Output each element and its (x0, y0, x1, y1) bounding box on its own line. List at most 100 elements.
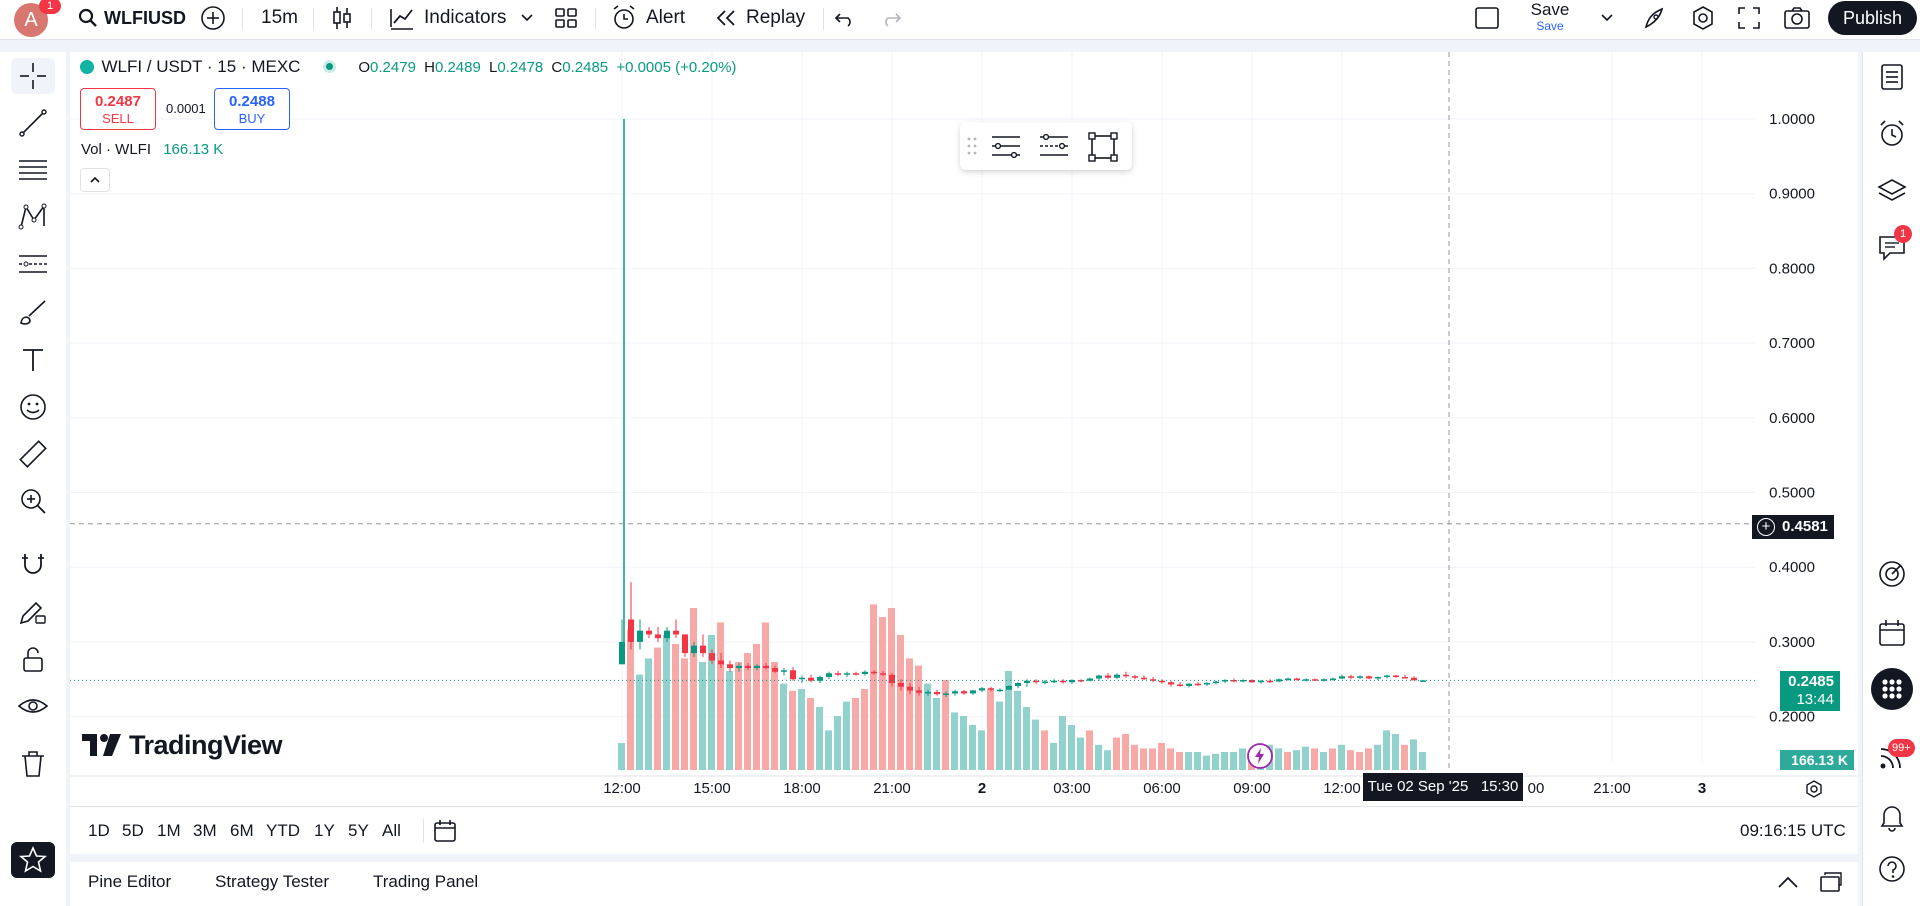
volume-bar (1338, 744, 1345, 770)
volume-legend[interactable]: Vol · WLFI 166.13 K (81, 141, 223, 158)
settings-button[interactable] (1690, 0, 1716, 36)
favorites-tool[interactable] (11, 842, 55, 878)
help-button[interactable] (1871, 848, 1913, 890)
volume-bar (663, 635, 670, 770)
forecast-icon (19, 255, 47, 273)
candle-body (853, 673, 859, 675)
notifications-button[interactable] (1871, 796, 1913, 838)
alerts-panel-button[interactable] (1871, 113, 1913, 155)
candle-body (1186, 683, 1192, 686)
range-1d[interactable]: 1D (88, 821, 110, 840)
collapse-legend-button[interactable] (80, 168, 110, 192)
candle-body (1348, 676, 1354, 678)
calendar-button[interactable] (1871, 612, 1913, 654)
object-tree-button[interactable] (1871, 170, 1913, 212)
candles-icon (333, 7, 351, 29)
drag-handle-icon[interactable] (966, 136, 978, 156)
lock-drawings-edit-tool[interactable] (11, 594, 55, 630)
range-all[interactable]: All (382, 821, 401, 840)
gear-icon (1693, 6, 1713, 30)
volume-bar (951, 712, 958, 770)
rectangle-icon[interactable] (1088, 132, 1118, 162)
tab-trading-panel[interactable]: Trading Panel (373, 872, 479, 891)
range-ytd[interactable]: YTD (266, 821, 300, 840)
save-dropdown[interactable] (1600, 0, 1614, 36)
watchlist-button[interactable] (1871, 56, 1913, 98)
chart-canvas[interactable]: 1.0000 0.9000 0.8000 0.7000 0.6000 0.5000 0.40… (70, 52, 1858, 806)
fullscreen-button[interactable] (1737, 0, 1761, 36)
volume-bar (924, 683, 931, 770)
grid-layout-icon (555, 8, 577, 28)
crosshair-tool[interactable] (11, 58, 55, 94)
candle-body (754, 665, 760, 669)
publish-button[interactable]: Publish (1828, 1, 1917, 35)
axis-settings-icon[interactable] (1804, 779, 1824, 799)
short-position-icon[interactable] (1038, 132, 1070, 160)
event-lightning-icon[interactable] (1246, 742, 1274, 770)
zoom-tool[interactable] (11, 483, 55, 519)
replay-button[interactable]: Replay (714, 0, 805, 36)
trend-line-icon (19, 109, 47, 137)
select-layout-button[interactable] (1474, 0, 1500, 36)
chart-pane[interactable]: 1.0000 0.9000 0.8000 0.7000 0.6000 0.5000 0.40… (70, 52, 1858, 806)
magnet-tool[interactable] (11, 546, 55, 582)
volume-bar (843, 701, 850, 770)
crosshair-icon (20, 63, 46, 89)
brush-tool[interactable] (11, 294, 55, 330)
range-5y[interactable]: 5Y (348, 821, 369, 840)
chart-type-button[interactable] (330, 0, 354, 36)
indicators-dropdown[interactable] (520, 0, 534, 36)
icons-tool[interactable] (11, 389, 55, 425)
undo-button[interactable] (834, 0, 856, 36)
bottom-panel-tabs: Pine Editor Strategy Tester Trading Pane… (70, 862, 1858, 906)
volume-bar (879, 617, 886, 770)
volume-bar (978, 730, 985, 770)
measure-tool[interactable] (11, 436, 55, 472)
clock-label[interactable]: 09:16:15 UTC (1740, 821, 1846, 840)
screener-button[interactable] (1871, 553, 1913, 595)
goto-date-icon[interactable] (432, 818, 458, 844)
volume-bar (1230, 752, 1237, 770)
candle-body (1204, 682, 1210, 685)
snapshot-button[interactable] (1783, 0, 1811, 36)
interval-button[interactable]: 15m (261, 0, 298, 36)
range-3m[interactable]: 3M (193, 821, 217, 840)
tab-strategy-tester[interactable]: Strategy Tester (215, 872, 330, 891)
pattern-tool[interactable] (11, 199, 55, 235)
add-alert-plus-icon[interactable]: + (1757, 518, 1775, 536)
hide-drawings-tool[interactable] (11, 689, 55, 725)
symbol-legend[interactable]: WLFI / USDT · 15 · MEXC O0.2479 H0.2489 … (80, 57, 736, 77)
quick-search-button[interactable] (1642, 0, 1668, 36)
sell-button[interactable]: 0.2487 SELL (80, 88, 156, 130)
ohlc-change: +0.0005 (+0.20%) (616, 59, 737, 76)
text-tool[interactable] (11, 342, 55, 378)
products-button[interactable] (1871, 668, 1913, 710)
buy-button[interactable]: 0.2488 BUY (214, 88, 290, 130)
indicators-button[interactable]: Indicators (389, 0, 506, 36)
range-5d[interactable]: 5D (122, 821, 144, 840)
range-6m[interactable]: 6M (230, 821, 254, 840)
tradingview-logo[interactable]: TradingView (82, 730, 283, 761)
symbol-search[interactable]: WLFIUSD (78, 0, 186, 36)
volume-bar (1302, 746, 1309, 770)
pattern-icon (18, 203, 47, 230)
long-position-icon[interactable] (990, 132, 1022, 160)
redo-button[interactable] (880, 0, 902, 36)
lock-all-drawings-tool[interactable] (11, 642, 55, 678)
range-1m[interactable]: 1M (157, 821, 181, 840)
maximize-panel-icon[interactable] (1818, 872, 1842, 894)
magnet-icon (22, 554, 44, 574)
trend-line-tool[interactable] (11, 105, 55, 141)
candle-body (1402, 677, 1408, 679)
chevron-up-icon[interactable] (1776, 874, 1800, 890)
compare-symbol-button[interactable] (200, 0, 226, 36)
alert-button[interactable]: Alert (610, 0, 685, 36)
layouts-button[interactable] (554, 0, 578, 36)
tab-pine-editor[interactable]: Pine Editor (88, 872, 172, 891)
range-1y[interactable]: 1Y (314, 821, 335, 840)
candle-body (646, 630, 652, 635)
fib-tool[interactable] (11, 152, 55, 188)
remove-drawings-tool[interactable] (11, 746, 55, 782)
save-button[interactable]: Save Save (1528, 1, 1572, 34)
projection-tool[interactable] (11, 246, 55, 282)
